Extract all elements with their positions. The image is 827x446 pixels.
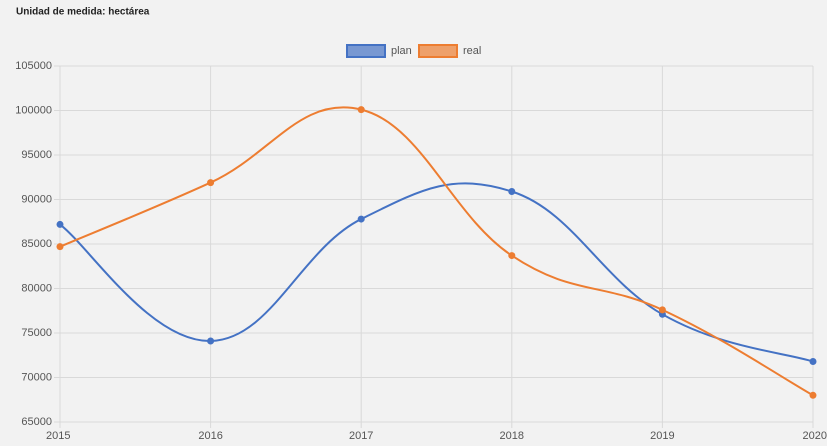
data-point: [56, 243, 64, 251]
data-point: [56, 220, 64, 228]
data-point: [809, 357, 817, 365]
chart-title: Unidad de medida: hectárea: [16, 7, 150, 18]
x-tick-label: 2016: [198, 430, 222, 442]
y-tick-label: 105000: [15, 60, 52, 72]
y-tick-label: 70000: [21, 371, 52, 383]
legend-swatch: [418, 44, 458, 58]
series-line: [59, 182, 814, 363]
data-point: [207, 337, 215, 345]
y-tick-label: 100000: [15, 104, 52, 116]
x-tick-label: 2019: [650, 430, 674, 442]
y-tick-label: 80000: [21, 282, 52, 294]
y-tick-label: 85000: [21, 238, 52, 250]
data-point: [207, 179, 215, 187]
x-tick-label: 2020: [803, 430, 827, 442]
legend-label: real: [463, 45, 481, 57]
x-tick-label: 2015: [46, 430, 70, 442]
x-tick-label: 2018: [500, 430, 524, 442]
series-line: [59, 106, 814, 397]
y-tick-label: 95000: [21, 149, 52, 161]
y-tick-label: 90000: [21, 193, 52, 205]
y-tick-label: 65000: [21, 416, 52, 428]
legend-label: plan: [391, 45, 412, 57]
data-point: [508, 187, 516, 195]
data-point: [508, 252, 516, 260]
data-point: [357, 215, 365, 223]
legend-swatch: [346, 44, 386, 58]
data-point: [658, 306, 666, 314]
x-tick-label: 2017: [349, 430, 373, 442]
data-point: [357, 106, 365, 114]
y-tick-label: 75000: [21, 327, 52, 339]
data-point: [809, 391, 817, 399]
